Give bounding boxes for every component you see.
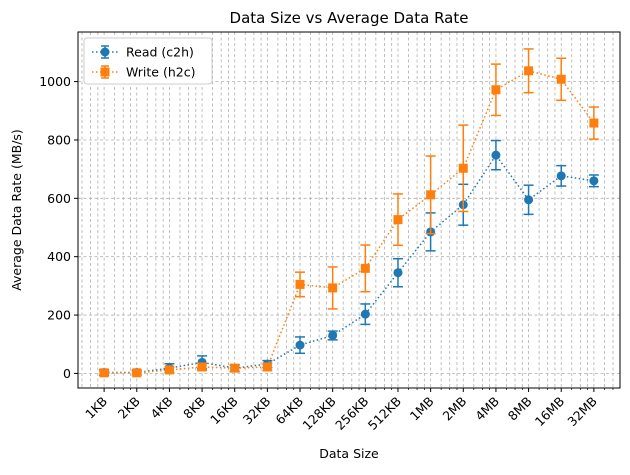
data-point [164,365,174,375]
x-tick-label: 16KB [207,394,241,428]
x-tick-label: 256KB [332,394,371,433]
x-tick-label: 1KB [82,394,110,422]
x-axis-label: Data Size [319,446,379,461]
series-line [104,153,594,374]
x-tick-label: 1MB [407,394,437,424]
legend-marker [100,67,110,77]
data-point [197,362,207,372]
data-point [458,163,468,173]
plot-frame [77,31,621,389]
data-point [491,150,501,160]
x-tick-label: 4MB [472,394,502,424]
data-point [589,176,599,186]
legend-label: Write (h2c) [126,65,195,80]
x-tick-label: 128KB [299,394,338,433]
x-tick-label: 8KB [180,394,208,422]
data-point [524,66,534,76]
x-tick-label: 2MB [439,394,469,424]
x-tick-label: 16MB [532,394,568,430]
y-tick-label: 200 [47,308,71,323]
legend: Read (c2h) Write (h2c) [83,37,213,85]
legend-marker [100,47,110,57]
x-tick-label: 32KB [240,394,274,428]
x-tick-label: 4KB [147,394,175,422]
data-point [491,85,501,95]
data-point [328,330,338,340]
series-line [104,70,595,374]
x-tick-label: 512KB [365,394,404,433]
data-point [295,340,305,350]
data-point [524,195,534,205]
chart-title: Data Size vs Average Data Rate [230,9,469,27]
data-point [295,279,305,289]
series-layer [99,48,599,378]
x-tick-label: 32MB [564,394,600,430]
data-point [132,368,142,378]
data-point [556,74,566,84]
legend-entry: Write (h2c) [92,65,195,80]
data-point [360,309,370,319]
y-tick-label: 0 [63,366,71,381]
data-point [589,118,599,128]
data-point [99,368,109,378]
data-point [262,362,272,372]
legend-label: Read (c2h) [126,45,194,60]
series-write [99,48,599,378]
data-point [328,283,338,293]
x-tick-label: 8MB [505,394,535,424]
grid [78,32,620,388]
data-point [556,171,566,181]
y-axis-label: Average Data Rate (MB/s) [9,129,24,291]
y-tick-label: 600 [47,191,71,206]
y-tick-label: 800 [47,132,71,147]
data-point [426,190,436,200]
data-point [393,215,403,225]
data-point [360,263,370,273]
y-tick-label: 1000 [39,74,71,89]
data-point [393,268,403,278]
series-read [99,139,599,378]
y-tick-label: 400 [47,249,71,264]
legend-entry: Read (c2h) [92,45,194,60]
x-tick-label: 2KB [115,394,143,422]
data-point [230,363,240,373]
